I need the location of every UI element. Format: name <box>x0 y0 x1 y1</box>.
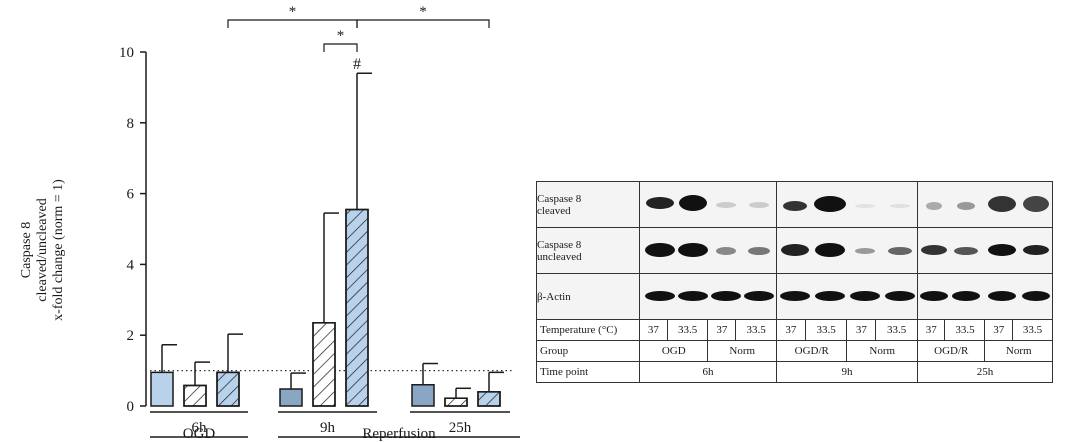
temperature-cell: 33.5 <box>875 319 918 341</box>
phase-label: OGD <box>183 426 216 442</box>
temperature-cell: 37 <box>639 319 668 341</box>
temperature-cell: 37 <box>776 319 806 341</box>
group-cell: OGD/R <box>775 340 848 362</box>
temperature-cell: 37 <box>916 319 946 341</box>
hash-marker: # <box>353 56 361 73</box>
significance-label: * <box>337 28 345 44</box>
bar-hatch <box>477 391 501 407</box>
group-row-label: Group <box>536 340 640 362</box>
blot-row-label: Caspase 8 cleaved <box>536 181 640 228</box>
blot-image-actin-9h <box>776 273 918 320</box>
y-tick-label: 10 <box>119 45 134 61</box>
y-axis-label: Caspase 8 cleaved/uncleaved x-fold chang… <box>19 179 66 321</box>
blot-image-cleaved-9h <box>776 181 918 228</box>
group-label: 6h <box>192 420 208 436</box>
blot-image-cleaved-6h <box>639 181 777 228</box>
group-label: 9h <box>320 420 336 436</box>
timepoint-cell: 6h <box>639 361 777 383</box>
western-blot-panel: Caspase 8 cleaved Caspase 8 uncleaved β-Ac… <box>536 181 1054 383</box>
temperature-cell: 33.5 <box>735 319 777 341</box>
y-tick-label: 0 <box>127 399 135 415</box>
temperature-cell: 33.5 <box>1011 319 1054 341</box>
group-cell: OGD/R <box>916 340 986 362</box>
temperature-cell: 33.5 <box>666 319 709 341</box>
significance-bracket <box>356 19 490 28</box>
timepoint-cell: 9h <box>776 361 918 383</box>
y-tick-label: 8 <box>127 116 135 132</box>
group-cell: OGD <box>638 340 709 362</box>
bar-hatch <box>345 208 369 407</box>
bar-hatch <box>183 384 207 407</box>
timepoint-row-label: Time point <box>536 361 640 383</box>
blot-row-label: Caspase 8 uncleaved <box>536 227 640 274</box>
temperature-cell: 33.5 <box>944 319 986 341</box>
bar <box>279 388 303 407</box>
temperature-cell: 37 <box>707 319 737 341</box>
blot-image-uncleaved-6h <box>639 227 777 274</box>
bar-hatch <box>312 322 336 407</box>
blot-image-actin-25h <box>917 273 1053 320</box>
y-axis-label-line: x-fold change (norm = 1) <box>51 179 66 321</box>
y-axis-label-line: cleaved/uncleaved <box>35 198 50 301</box>
group-cell: Norm <box>846 340 918 362</box>
group-cell: Norm <box>984 340 1053 362</box>
temperature-cell: 37 <box>984 319 1013 341</box>
phase-label: Reperfusion <box>362 426 436 442</box>
bar-hatch <box>216 371 240 407</box>
group-cell: Norm <box>707 340 777 362</box>
blot-image-cleaved-25h <box>917 181 1053 228</box>
bar-hatch <box>444 397 468 407</box>
group-label: 25h <box>449 420 472 436</box>
y-tick-label: 4 <box>127 257 135 273</box>
significance-label: * <box>289 4 297 20</box>
y-tick-label: 6 <box>127 187 135 203</box>
y-axis-label-line: Caspase 8 <box>19 222 34 278</box>
timepoint-cell: 25h <box>917 361 1053 383</box>
temperature-cell: 33.5 <box>804 319 848 341</box>
bar <box>411 384 435 407</box>
temperature-row-label: Temperature (°C) <box>536 319 640 341</box>
y-tick-label: 2 <box>127 328 135 344</box>
significance-bracket <box>227 19 358 28</box>
blot-image-uncleaved-25h <box>917 227 1053 274</box>
temperature-cell: 37 <box>846 319 877 341</box>
significance-bracket <box>323 43 358 52</box>
caspase8-bar-chart: Caspase 8 cleaved/uncleaved x-fold chang… <box>19 4 520 442</box>
blot-row-label: β-Actin <box>536 273 640 320</box>
blot-image-uncleaved-9h <box>776 227 918 274</box>
significance-label: * <box>419 4 427 20</box>
blot-image-actin-6h <box>639 273 777 320</box>
bar <box>150 371 174 407</box>
